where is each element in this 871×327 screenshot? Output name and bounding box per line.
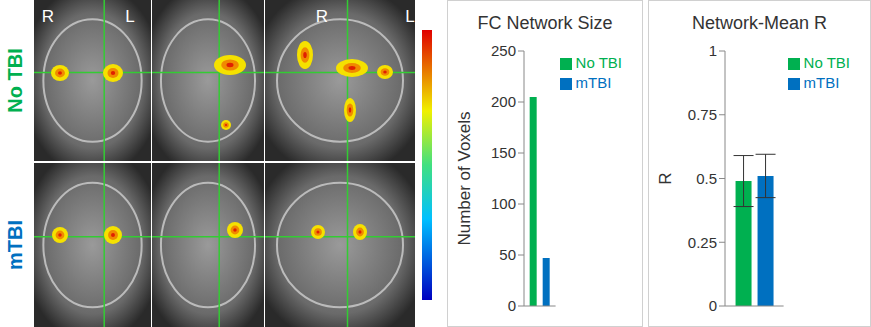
svg-text:200: 200 [491, 93, 516, 110]
svg-text:250: 250 [491, 42, 516, 59]
svg-text:L: L [405, 7, 414, 26]
svg-text:R: R [656, 172, 675, 184]
svg-text:1: 1 [709, 42, 717, 59]
html-text:No TBI: No TBI [803, 54, 850, 71]
svg-text:0: 0 [508, 297, 516, 314]
svg-text:R: R [316, 7, 328, 26]
html-text:No TBI: No TBI [575, 54, 622, 71]
svg-text:R: R [42, 7, 54, 26]
html-text:FC Network Size: FC Network Size [477, 13, 613, 33]
svg-text:100: 100 [491, 195, 516, 212]
svg-text:50: 50 [499, 246, 516, 263]
svg-text:mTBI: mTBI [4, 220, 26, 270]
svg-text:0.25: 0.25 [688, 234, 717, 251]
svg-text:0.5: 0.5 [696, 170, 717, 187]
svg-text:150: 150 [491, 144, 516, 161]
svg-text:0: 0 [709, 297, 717, 314]
svg-text:0.75: 0.75 [688, 106, 717, 123]
html-text:mTBI: mTBI [803, 74, 840, 91]
html-text:mTBI: mTBI [575, 74, 612, 91]
svg-text:No TBI: No TBI [4, 48, 26, 112]
html-text:Network-Mean R: Network-Mean R [692, 13, 827, 33]
svg-text:Number of Voxels: Number of Voxels [455, 111, 474, 245]
svg-text:L: L [125, 7, 134, 26]
